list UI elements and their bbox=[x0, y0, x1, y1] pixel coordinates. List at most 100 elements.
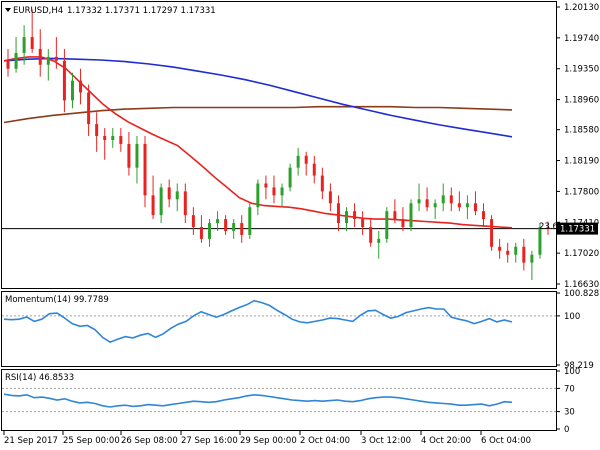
candle bbox=[369, 219, 373, 247]
candle-body bbox=[433, 203, 437, 208]
candle bbox=[425, 187, 429, 212]
candle-body bbox=[417, 199, 421, 204]
candle bbox=[38, 29, 42, 77]
candle-body bbox=[264, 183, 268, 188]
candle bbox=[312, 155, 316, 184]
candle bbox=[538, 223, 542, 259]
candle bbox=[135, 136, 139, 184]
rsi-label: RSI(14) 46.8533 bbox=[5, 373, 74, 383]
price-axis-label: 1.19350 bbox=[564, 65, 599, 75]
candle bbox=[353, 203, 357, 228]
ohlc-label: 1.17332 1.17371 1.17297 1.17331 bbox=[67, 6, 216, 16]
candle bbox=[151, 175, 155, 220]
time-axis-label: 26 Sep 08:00 bbox=[121, 436, 178, 446]
candle-body bbox=[288, 167, 292, 188]
price-axis-label: 1.19740 bbox=[564, 34, 599, 44]
candle-body bbox=[207, 223, 211, 239]
rsi-axis-label: 70 bbox=[564, 384, 575, 394]
candle bbox=[328, 183, 332, 212]
candle-body bbox=[272, 187, 276, 196]
candle bbox=[482, 203, 486, 228]
candle-body bbox=[248, 207, 252, 235]
candle-body bbox=[473, 203, 477, 212]
candle-body bbox=[320, 175, 324, 192]
candle-body bbox=[87, 92, 91, 125]
candle-body bbox=[457, 203, 461, 208]
candle-body bbox=[506, 250, 510, 255]
candle-body bbox=[256, 183, 260, 208]
candle bbox=[62, 48, 66, 113]
candle bbox=[183, 183, 187, 224]
candlesticks bbox=[6, 9, 550, 281]
candle bbox=[103, 128, 107, 160]
candle-body bbox=[143, 143, 147, 196]
price-axis-label: 1.16630 bbox=[564, 280, 599, 290]
candle bbox=[111, 128, 115, 148]
candle-body bbox=[14, 52, 18, 69]
candle-body bbox=[385, 211, 389, 239]
triangle-down-icon[interactable] bbox=[5, 8, 11, 12]
candle-body bbox=[328, 191, 332, 204]
candle-body bbox=[280, 187, 284, 196]
candle bbox=[22, 25, 26, 65]
candle-body bbox=[167, 187, 171, 200]
candle-body bbox=[224, 219, 228, 231]
candle-body bbox=[530, 254, 534, 263]
candle-body bbox=[296, 155, 300, 168]
time-axis-label: 25 Sep 00:00 bbox=[63, 436, 120, 446]
candle-body bbox=[465, 203, 469, 208]
candle bbox=[296, 147, 300, 176]
candle bbox=[345, 207, 349, 231]
momentum-axis: 100.8287 100 98.219 bbox=[556, 289, 600, 371]
candle-body bbox=[232, 223, 236, 231]
candle-body bbox=[199, 227, 203, 239]
candle bbox=[522, 238, 526, 271]
price-axis-label: 1.17800 bbox=[564, 187, 599, 197]
candle-body bbox=[46, 56, 50, 65]
candle bbox=[224, 215, 228, 235]
candle-body bbox=[514, 246, 518, 255]
current-price-tag: 1.17331 bbox=[557, 222, 598, 235]
candle bbox=[127, 132, 131, 176]
candle bbox=[216, 211, 220, 231]
candle bbox=[385, 207, 389, 243]
momentum-line bbox=[3, 299, 513, 343]
candle-body bbox=[345, 211, 349, 224]
candle bbox=[304, 151, 308, 176]
candle-body bbox=[6, 60, 10, 69]
candle-body bbox=[127, 143, 131, 168]
candle-body bbox=[22, 37, 26, 53]
candle-body bbox=[449, 195, 453, 204]
candle-body bbox=[336, 203, 340, 224]
candle bbox=[70, 72, 74, 109]
candle bbox=[207, 219, 211, 247]
candle bbox=[87, 84, 91, 137]
candle bbox=[361, 211, 365, 235]
candle bbox=[159, 183, 163, 224]
candle bbox=[514, 242, 518, 263]
candle-body bbox=[401, 219, 405, 228]
price-axis: 1.20130 1.19740 1.19350 1.18960 1.18580 1.181… bbox=[556, 3, 599, 290]
candle bbox=[54, 37, 58, 69]
momentum-axis-label: 100.8287 bbox=[564, 289, 600, 299]
symbol-label: EURUSD,H4 bbox=[13, 6, 63, 16]
candle bbox=[232, 219, 236, 239]
fib-level-label: 23.6 bbox=[539, 222, 558, 232]
candle-body bbox=[191, 215, 195, 228]
candle-body bbox=[546, 227, 550, 229]
candle-body bbox=[216, 219, 220, 224]
main-price-panel[interactable] bbox=[1, 1, 557, 289]
candle-body bbox=[135, 143, 139, 168]
candle bbox=[256, 179, 260, 216]
candle bbox=[336, 195, 340, 231]
candle-body bbox=[79, 80, 83, 93]
momentum-axis-label: 98.219 bbox=[564, 361, 594, 371]
rsi-panel[interactable] bbox=[1, 369, 557, 431]
time-axis-label: 6 Oct 04:00 bbox=[481, 436, 531, 446]
candle bbox=[490, 215, 494, 251]
candle bbox=[240, 215, 244, 243]
time-axis-label: 27 Sep 16:00 bbox=[181, 436, 238, 446]
time-axis-label: 29 Sep 00:00 bbox=[240, 436, 297, 446]
